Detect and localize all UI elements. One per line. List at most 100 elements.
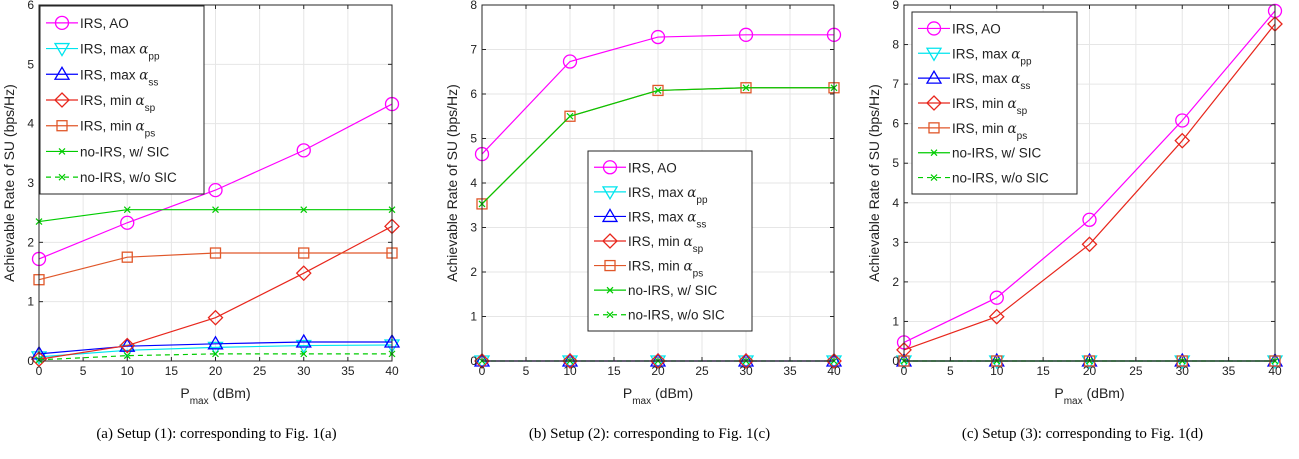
data-point-no-irs-w-sic	[566, 112, 574, 120]
data-point-irs-ao	[989, 290, 1004, 305]
data-point-irs-min-ps	[209, 247, 222, 259]
y-tick-label: 5	[892, 156, 899, 170]
legend-marker-no-irs-w-sic	[930, 149, 938, 157]
data-point-irs-ao	[1082, 212, 1097, 227]
data-point-irs-ao	[120, 215, 135, 230]
x-tick-label: 25	[1129, 364, 1143, 378]
ticks: 0 5 10 15 20 25 30 35 40 0 1 2 3 4 5 6 7 8	[470, 0, 841, 378]
data-point-irs-min-sp	[1174, 132, 1191, 149]
legend-label-no-irs-w-o-sic: no-IRS, w/o SIC	[80, 170, 177, 185]
data-point-irs-min-ps	[298, 247, 310, 259]
legend-label-irs-max-pp: IRS, max αpp	[628, 185, 708, 206]
x-tick-label: 10	[990, 364, 1004, 378]
legend-marker-irs-max-pp	[925, 47, 943, 62]
legend-marker-irs-max-ss	[601, 208, 619, 223]
legend-label-no-irs-w-sic: no-IRS, w/ SIC	[628, 283, 718, 298]
data-point-irs-ao	[562, 54, 578, 69]
data-point-irs-min-ps	[121, 251, 133, 263]
legend-marker-irs-ao	[54, 15, 70, 31]
series-line-no-irs-w-o-sic	[38, 353, 392, 361]
x-tick-label: 15	[607, 364, 621, 378]
data-point-irs-max-ss	[473, 352, 491, 367]
y-tick-label: 0	[892, 354, 899, 368]
x-tick-label: 20	[651, 364, 665, 378]
legend-marker-irs-max-pp	[53, 42, 71, 57]
data-point-irs-min-ps	[564, 110, 576, 122]
chart-panel-c: 0 5 10 15 20 25 30 35 40 0 1 2 3 4 5 6 7 8 9 Pmax (dBm) Achi…	[866, 0, 1284, 407]
data-point-irs-ao	[208, 182, 223, 198]
x-tick-label: 35	[1222, 364, 1236, 378]
data-point-irs-max-ss	[737, 352, 755, 367]
x-tick-label: 40	[385, 364, 399, 378]
x-tick-label: 10	[563, 364, 577, 378]
y-tick-label: 1	[892, 314, 899, 328]
series-line-irs-min-sp	[38, 225, 393, 360]
y-tick-label: 8	[470, 0, 477, 12]
x-tick-label: 5	[523, 364, 530, 378]
x-tick-label: 30	[297, 364, 311, 378]
series-irs-max-ss	[30, 333, 401, 360]
legend-label-irs-min-sp: IRS, min αsp	[952, 96, 1028, 117]
y-axis-label: Achievable Rate of SU (bps/Hz)	[1, 84, 17, 282]
x-tick-label: 5	[947, 364, 954, 378]
series-line-irs-ao	[38, 103, 393, 260]
series-line-irs-max-pp	[38, 344, 393, 358]
y-tick-label: 3	[27, 176, 34, 190]
legend-marker-irs-max-ss	[53, 65, 71, 80]
data-point-no-irs-w-sic	[654, 87, 662, 94]
x-tick-label: 40	[827, 364, 841, 378]
y-tick-label: 6	[892, 117, 899, 131]
x-tick-label: 35	[783, 364, 797, 378]
y-tick-label: 5	[27, 57, 34, 71]
legend-marker-no-irs-w-o-sic	[930, 174, 938, 181]
data-point-no-irs-w-sic	[212, 206, 219, 214]
legend-label-no-irs-w-o-sic: no-IRS, w/o SIC	[628, 308, 725, 323]
data-point-irs-min-sp	[295, 265, 312, 282]
x-tick-label: 25	[695, 364, 709, 378]
data-point-irs-ao	[650, 29, 666, 45]
data-point-irs-min-sp	[474, 353, 490, 369]
data-point-irs-max-ss	[207, 335, 224, 350]
x-tick-label: 30	[1176, 364, 1190, 378]
legend-marker-irs-max-ss	[925, 69, 943, 84]
legend-marker-no-irs-w-sic	[606, 286, 614, 294]
legend: IRS, AO IRS, max αpp IRS, max αss IRS, min …	[39, 5, 205, 195]
legend-label-irs-max-ss: IRS, max αss	[80, 67, 158, 88]
y-tick-label: 3	[892, 235, 899, 249]
legend-label-irs-min-ps: IRS, min αps	[628, 259, 703, 280]
x-tick-label: 35	[341, 364, 355, 378]
legend-label-no-irs-w-sic: no-IRS, w/ SIC	[80, 144, 170, 159]
x-axis-label: Pmax (dBm)	[180, 385, 250, 407]
x-tick-label: 25	[253, 364, 267, 378]
y-tick-label: 2	[27, 235, 34, 249]
legend-label-irs-max-pp: IRS, max αpp	[952, 46, 1032, 67]
ticks: 0 5 10 15 20 25 30 35 40 0 1 2 3 4 5 6	[27, 0, 399, 378]
legend-marker-irs-min-sp	[54, 92, 70, 108]
legend-label-irs-max-ss: IRS, max αss	[952, 71, 1030, 92]
data-point-irs-max-ss	[649, 352, 667, 367]
legend: IRS, AO IRS, max αpp IRS, max αss IRS, min …	[911, 11, 1078, 195]
data-point-no-irs-w-o-sic	[300, 350, 308, 358]
x-tick-label: 10	[121, 364, 135, 378]
data-point-irs-min-sp	[988, 308, 1005, 325]
series-line-irs-ao	[481, 34, 834, 155]
legend-marker-no-irs-w-o-sic	[58, 173, 66, 181]
y-tick-label: 8	[892, 38, 899, 52]
legend-label-no-irs-w-sic: no-IRS, w/ SIC	[952, 146, 1042, 161]
data-point-irs-max-ss	[825, 352, 843, 367]
y-tick-label: 3	[470, 221, 477, 235]
legend-marker-no-irs-w-o-sic	[606, 311, 614, 319]
caption-a: (a) Setup (1): corresponding to Fig. 1(a…	[96, 426, 337, 442]
legend-label-irs-max-pp: IRS, max αpp	[80, 42, 160, 63]
legend-label-no-irs-w-o-sic: no-IRS, w/o SIC	[952, 171, 1049, 186]
y-tick-label: 4	[27, 117, 34, 131]
series-irs-ao	[896, 3, 1283, 350]
y-axis-label: Achievable Rate of SU (bps/Hz)	[866, 84, 882, 282]
data-point-irs-max-pp	[649, 355, 667, 370]
y-tick-label: 2	[470, 265, 477, 279]
y-tick-label: 6	[470, 87, 477, 101]
legend-label-irs-min-ps: IRS, min αps	[952, 121, 1027, 142]
series-line-irs-ao	[903, 10, 1276, 343]
x-tick-label: 20	[1083, 364, 1097, 378]
y-tick-label: 5	[470, 132, 477, 146]
